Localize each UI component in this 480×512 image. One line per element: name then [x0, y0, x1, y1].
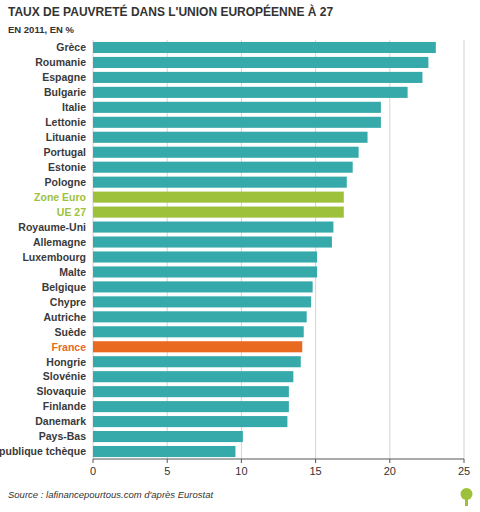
category-label: Malte	[59, 266, 86, 278]
category-label: Hongrie	[46, 356, 86, 368]
bar	[93, 177, 347, 188]
category-label: UE 27	[57, 206, 86, 218]
grid-line	[464, 40, 465, 459]
tick-mark	[93, 459, 94, 463]
category-label: Suède	[54, 326, 86, 338]
category-label: République tchèque	[0, 445, 86, 457]
bar	[93, 102, 381, 113]
tick-label: 5	[164, 465, 170, 477]
category-label: Allemagne	[33, 236, 86, 248]
category-label: Roumanie	[35, 56, 86, 68]
tick-label: 25	[458, 465, 470, 477]
bar	[93, 251, 317, 262]
title: TAUX DE PAUVRETÉ DANS L'UNION EUROPÉENNE…	[8, 4, 333, 19]
bar	[93, 236, 332, 247]
category-label: Slovénie	[43, 370, 86, 382]
bar	[93, 87, 408, 98]
bar	[93, 416, 287, 427]
category-label: Slovaquie	[36, 385, 86, 397]
category-label: Bulgarie	[44, 86, 86, 98]
bar	[93, 296, 311, 307]
category-label: Grèce	[56, 41, 86, 53]
grid-line	[389, 40, 390, 459]
bar	[93, 192, 344, 203]
tick-mark	[241, 459, 242, 463]
category-label: Estonie	[48, 161, 86, 173]
category-label: Finlande	[43, 400, 86, 412]
bar	[93, 132, 368, 143]
category-label: Zone Euro	[34, 191, 86, 203]
tick-label: 0	[90, 465, 96, 477]
bar	[93, 117, 381, 128]
source: Source : lafinancepourtous.com d'après E…	[8, 489, 213, 500]
bar	[93, 42, 436, 53]
bar	[93, 386, 289, 397]
bar	[93, 446, 235, 457]
category-label: Lettonie	[45, 116, 86, 128]
category-label: Portugal	[43, 146, 86, 158]
bar	[93, 207, 344, 218]
tick-label: 20	[384, 465, 396, 477]
category-label: France	[52, 341, 87, 353]
tick-label: 15	[309, 465, 321, 477]
bar	[93, 222, 333, 233]
bar	[93, 266, 317, 277]
category-label: Royaume-Uni	[18, 221, 86, 233]
category-label: Chypre	[50, 296, 86, 308]
bar	[93, 72, 422, 83]
logo-crown	[461, 488, 473, 500]
logo	[461, 488, 473, 506]
bar	[93, 401, 289, 412]
category-label: Luxembourg	[22, 251, 86, 263]
tick-mark	[315, 459, 316, 463]
bar	[93, 431, 243, 442]
category-label: Belgique	[42, 281, 86, 293]
chart: TAUX DE PAUVRETÉ DANS L'UNION EUROPÉENNE…	[0, 0, 480, 512]
tick-mark	[167, 459, 168, 463]
bar	[93, 326, 304, 337]
bar	[93, 147, 359, 158]
category-label: Italie	[62, 101, 86, 113]
bars	[93, 42, 436, 457]
category-label: Espagne	[42, 71, 86, 83]
subtitle: EN 2011, EN %	[8, 24, 75, 35]
bar	[93, 311, 307, 322]
category-label: Pays-Bas	[39, 430, 86, 442]
x-axis	[93, 459, 464, 460]
tick-mark	[464, 459, 465, 463]
category-label: Pologne	[45, 176, 87, 188]
bar	[93, 281, 313, 292]
tick-mark	[389, 459, 390, 463]
tick-label: 10	[235, 465, 247, 477]
bar	[93, 162, 353, 173]
category-label: Lituanie	[46, 131, 86, 143]
bar	[93, 356, 301, 367]
bar	[93, 341, 302, 352]
category-label: Autriche	[43, 311, 86, 323]
category-label: Danemark	[35, 415, 86, 427]
bar	[93, 57, 428, 68]
bar	[93, 371, 293, 382]
